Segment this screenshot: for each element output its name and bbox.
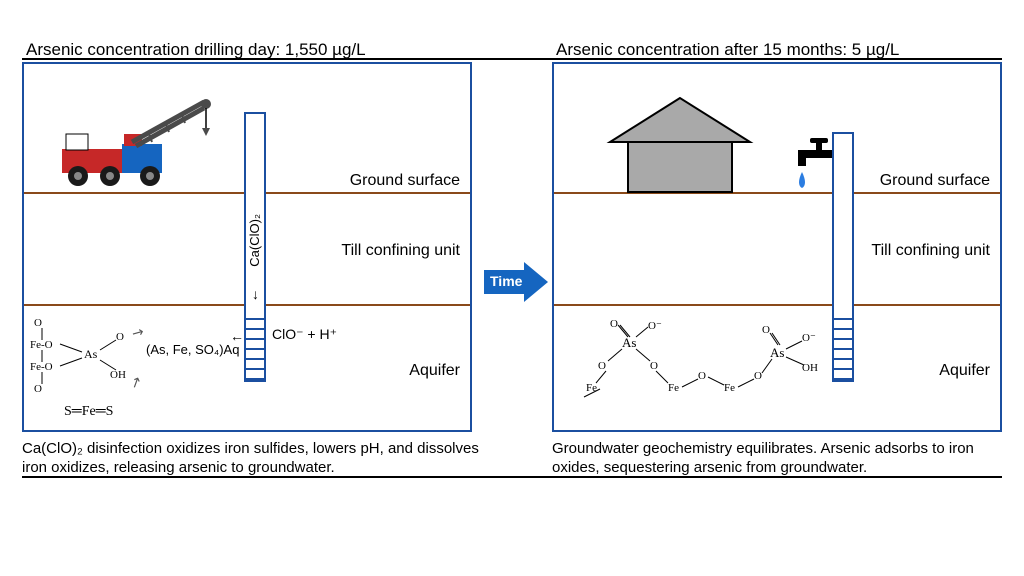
left-title: Arsenic concentration drilling day: 1,55… [26, 40, 366, 60]
well-screen [246, 310, 264, 380]
svg-text:Fe-O: Fe-O [30, 361, 53, 373]
svg-text:Fe-O: Fe-O [30, 339, 53, 351]
right-title: Arsenic concentration after 15 months: 5… [556, 40, 899, 60]
svg-text:O: O [698, 370, 706, 382]
down-arrow-icon: ↓ [252, 286, 259, 302]
svg-text:OH: OH [110, 369, 126, 381]
svg-text:O: O [34, 317, 42, 329]
disinfectant-label: Ca(ClO)₂ [247, 214, 262, 267]
stratum-till-base-r [554, 304, 1000, 306]
svg-text:Fe: Fe [724, 382, 735, 394]
arsenate-sorbed-structure: As O O⁻ O O Fe Fe O Fe O As O O⁻ [574, 319, 824, 402]
right-caption: Groundwater geochemistry equilibrates. A… [552, 440, 1022, 478]
svg-text:O: O [650, 360, 658, 372]
ions-label: ClO⁻ + H⁺ [272, 326, 337, 343]
svg-text:O: O [754, 370, 762, 382]
svg-text:O: O [610, 319, 618, 330]
svg-text:OH: OH [802, 362, 818, 374]
well-screen-r [834, 310, 852, 380]
panel-drilling-day: Arsenic concentration drilling day: 1,55… [22, 62, 472, 432]
svg-text:O: O [598, 360, 606, 372]
well-bore-right [832, 132, 854, 382]
aqueous-species: (As, Fe, SO₄)Aq [146, 342, 239, 357]
svg-text:O⁻: O⁻ [648, 320, 662, 332]
svg-text:O: O [116, 331, 124, 343]
label-till-r: Till confining unit [871, 242, 990, 260]
label-aquifer: Aquifer [409, 362, 460, 380]
svg-text:As: As [770, 345, 784, 360]
iron-sulfide: S═Fe═S [64, 404, 113, 420]
time-label: Time [490, 273, 522, 289]
iron-oxide-structure: O Fe-O Fe-O O As O OH [30, 314, 140, 407]
diagram-canvas: Arsenic concentration drilling day: 1,55… [22, 62, 1002, 482]
label-till: Till confining unit [341, 242, 460, 260]
label-ground-surface: Ground surface [350, 172, 460, 190]
svg-text:Fe: Fe [586, 382, 597, 394]
svg-text:O: O [34, 383, 42, 395]
svg-text:O: O [762, 324, 770, 336]
label-ground-surface-r: Ground surface [880, 172, 990, 190]
label-aquifer-r: Aquifer [939, 362, 990, 380]
drilling-rig-icon [54, 94, 214, 184]
svg-text:Fe: Fe [668, 382, 679, 394]
panel-after-15-months: Arsenic concentration after 15 months: 5… [552, 62, 1002, 432]
svg-text:O⁻: O⁻ [802, 332, 816, 344]
left-caption: Ca(ClO)₂ disinfection oxidizes iron sulf… [22, 440, 492, 478]
house-icon [600, 94, 760, 199]
time-arrow: Time [484, 262, 548, 302]
svg-text:As: As [84, 347, 98, 361]
svg-text:As: As [622, 335, 636, 350]
